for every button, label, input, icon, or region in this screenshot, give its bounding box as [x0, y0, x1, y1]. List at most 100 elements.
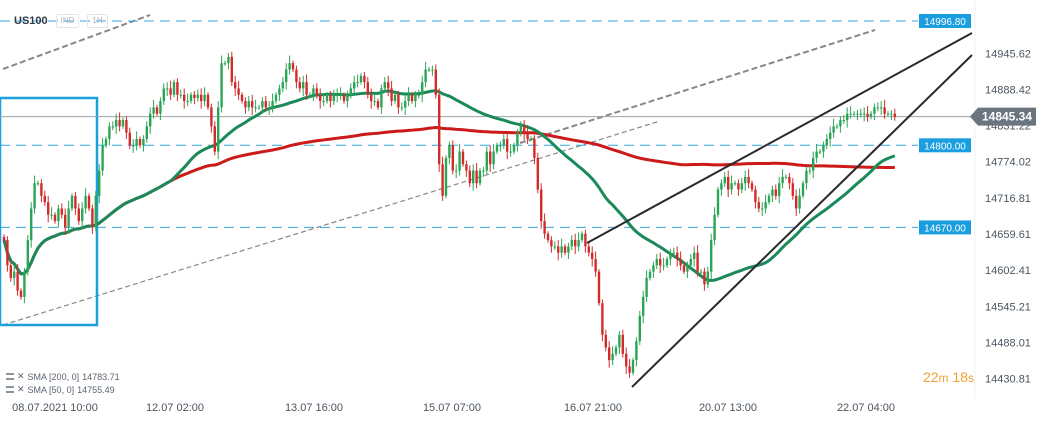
candle-body [322, 101, 325, 103]
candle-body [98, 170, 101, 196]
candle-body [189, 94, 193, 102]
candle-body [128, 132, 131, 146]
level-tag [919, 13, 971, 28]
candle-body [458, 151, 461, 171]
candle-body [635, 341, 638, 361]
candle-body [512, 145, 516, 152]
current-price-tag [970, 107, 1036, 126]
candle-body [104, 138, 108, 146]
candle-body [186, 101, 189, 103]
candle-body [30, 208, 33, 241]
candle-body [733, 183, 737, 185]
candle-body [193, 94, 196, 98]
candle-body [217, 107, 220, 152]
candle-body [829, 132, 832, 139]
candle-body [200, 94, 203, 102]
list-icon[interactable] [6, 386, 14, 393]
candle-body [499, 145, 502, 147]
candle-body [485, 151, 488, 171]
legend-sma200[interactable]: ✕ SMA [200, 0] 14783.71 [6, 371, 120, 382]
candle-body [349, 88, 352, 95]
candle-body [740, 183, 743, 190]
candle-body [587, 246, 590, 253]
candle-body [489, 151, 492, 165]
candle-body [815, 151, 818, 158]
candle-body [332, 94, 335, 102]
candle-body [849, 113, 852, 115]
candle-body [227, 56, 230, 64]
candle-body [696, 252, 699, 272]
candle-body [869, 113, 873, 117]
list-icon[interactable] [6, 373, 14, 380]
candle-body [822, 145, 825, 152]
x-tick-label: 12.07 02:00 [146, 402, 204, 414]
candle-body [699, 271, 703, 273]
candle-body [404, 101, 407, 108]
candle-body [604, 334, 607, 348]
candle-body [373, 101, 376, 103]
candle-body [414, 94, 417, 102]
candle-body [251, 101, 254, 108]
candle-body [703, 271, 706, 285]
candle-body [417, 94, 420, 96]
candle-body [866, 113, 869, 117]
candle-body [60, 208, 63, 215]
candle-body [118, 120, 121, 127]
candle-body [230, 56, 233, 83]
candle-body [778, 183, 781, 196]
candle-body [298, 82, 301, 89]
interval-selector[interactable]: 1H [87, 14, 108, 28]
candle-body [329, 94, 332, 102]
candle-body [438, 94, 441, 165]
candle-body [400, 107, 403, 109]
candle-body [662, 265, 665, 267]
candle-body [36, 183, 40, 185]
candle-body [87, 195, 91, 209]
close-icon[interactable]: ✕ [17, 371, 25, 381]
candle-body [315, 88, 318, 95]
channel-line [2, 120, 661, 326]
x-tick-label: 22.07 04:00 [837, 402, 895, 414]
candle-body [359, 75, 363, 83]
candle-body [81, 208, 84, 222]
candle-body [220, 63, 223, 108]
candle-body [825, 138, 828, 146]
candle-body [254, 107, 257, 109]
candle-body [720, 183, 723, 190]
legend-sma200-value: 14783.71 [82, 371, 120, 382]
candle-body [798, 195, 801, 209]
candle-body [506, 138, 509, 152]
candle-body [536, 157, 539, 190]
source-selector[interactable]: IND [55, 14, 80, 28]
candle-body [288, 63, 291, 70]
level-tag [919, 220, 971, 235]
candle-body [764, 202, 767, 209]
y-tick-label: 14945.62 [985, 48, 1031, 60]
level-tag-label: 14670.00 [924, 223, 966, 234]
candle-body [567, 246, 570, 253]
candle-body [434, 69, 437, 95]
candle-body [138, 138, 142, 146]
legend-sma50[interactable]: ✕ SMA [50, 0] 14755.49 [6, 384, 115, 395]
candle-body [655, 259, 658, 266]
candle-body [169, 88, 172, 95]
candle-body [784, 176, 788, 178]
candle-body [9, 265, 12, 278]
candle-body [281, 82, 284, 89]
close-icon[interactable]: ✕ [17, 384, 25, 394]
y-tick-label: 14545.21 [985, 301, 1031, 313]
candle-body [346, 94, 349, 102]
candle-body [478, 170, 482, 184]
symbol-label[interactable]: US100 [14, 15, 48, 27]
candle-body [665, 259, 669, 266]
candle-body [710, 240, 713, 272]
candle-body [686, 265, 689, 272]
candle-body [101, 145, 104, 171]
candle-body [591, 252, 594, 260]
candle-body [441, 164, 444, 196]
candle-body [213, 126, 216, 152]
candle-body [594, 259, 597, 272]
candle-body [166, 88, 169, 90]
